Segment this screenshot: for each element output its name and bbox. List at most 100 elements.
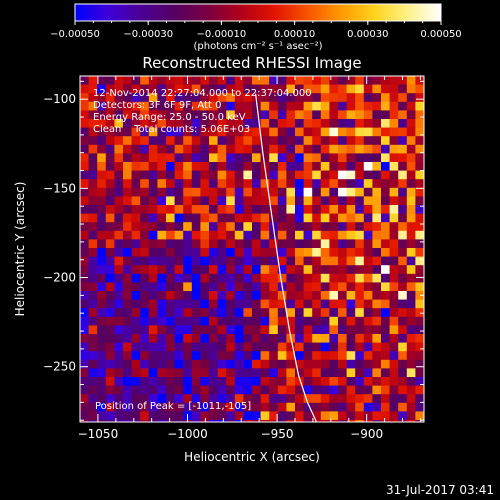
heatmap-cell — [243, 187, 253, 197]
heatmap-cell — [105, 136, 115, 146]
x-tick-label: −1050 — [78, 427, 119, 441]
heatmap-cell — [312, 153, 322, 163]
heatmap-cell — [131, 153, 141, 163]
heatmap-cell — [174, 273, 184, 283]
heatmap-cell — [131, 377, 141, 386]
heatmap-cell — [157, 162, 167, 171]
heatmap-cell — [346, 394, 356, 404]
heatmap-cell — [277, 162, 287, 171]
heatmap-cell — [209, 222, 218, 232]
heatmap-cell — [114, 127, 124, 137]
heatmap-cell — [217, 265, 227, 275]
heatmap-cell — [252, 127, 261, 137]
heatmap-cell — [355, 342, 365, 352]
heatmap-cell — [166, 420, 175, 422]
heatmap-cell — [398, 334, 408, 343]
heatmap-cell — [234, 402, 244, 412]
heatmap-cell — [363, 179, 373, 189]
heatmap-cell — [131, 334, 141, 343]
heatmap-cell — [157, 187, 167, 197]
heatmap-cell — [303, 256, 313, 266]
heatmap-cell — [157, 119, 167, 128]
heatmap-cell — [114, 76, 124, 85]
heatmap-cell — [105, 119, 115, 128]
heatmap-cell — [209, 153, 218, 163]
heatmap-cell — [157, 76, 167, 85]
heatmap-cell — [97, 84, 107, 94]
heatmap-cell — [372, 308, 382, 318]
heatmap-cell — [415, 377, 424, 386]
heatmap-cell — [157, 291, 167, 300]
heatmap-cell — [174, 299, 184, 309]
heatmap-cell — [217, 342, 227, 352]
heatmap-cell — [123, 411, 132, 421]
heatmap-cell — [140, 368, 150, 378]
heatmap-cell — [183, 127, 193, 137]
heatmap-cell — [346, 205, 356, 214]
heatmap-cell — [415, 179, 424, 189]
heatmap-cell — [303, 213, 313, 223]
heatmap-cell — [200, 119, 210, 128]
heatmap-cell — [406, 359, 416, 369]
heatmap-cell — [389, 84, 399, 94]
heatmap-cell — [140, 351, 150, 361]
heatmap-cell — [372, 316, 382, 326]
heatmap-cell — [80, 282, 89, 292]
heatmap-cell — [329, 127, 339, 137]
heatmap-cell — [148, 402, 158, 412]
heatmap-cell — [191, 179, 201, 189]
heatmap-cell — [398, 291, 408, 300]
heatmap-cell — [363, 119, 373, 128]
heatmap-cell — [252, 316, 261, 326]
heatmap-cell — [157, 273, 167, 283]
heatmap-cell — [398, 213, 408, 223]
heatmap-cell — [131, 239, 141, 249]
heatmap-cell — [277, 93, 287, 103]
heatmap-cell — [148, 273, 158, 283]
heatmap-cell — [372, 368, 382, 378]
heatmap-cell — [338, 76, 347, 85]
heatmap-cell — [320, 308, 330, 318]
heatmap-cell — [131, 127, 141, 137]
heatmap-cell — [191, 299, 201, 309]
heatmap-cell — [166, 119, 175, 128]
heatmap-cell — [209, 377, 218, 386]
heatmap-cell — [191, 256, 201, 266]
heatmap-cell — [105, 342, 115, 352]
heatmap-cell — [226, 351, 236, 361]
heatmap-cell — [234, 127, 244, 137]
heatmap-cell — [329, 187, 339, 197]
heatmap-cell — [381, 359, 390, 369]
heatmap-cell — [209, 308, 218, 318]
heatmap-cell — [346, 316, 356, 326]
heatmap-cell — [217, 368, 227, 378]
heatmap-cell — [123, 230, 132, 240]
heatmap-cell — [166, 162, 175, 171]
heatmap-cell — [372, 84, 382, 94]
heatmap-cell — [191, 119, 201, 128]
heatmap-cell — [320, 394, 330, 404]
heatmap-cell — [209, 101, 218, 111]
heatmap-cell — [346, 248, 356, 257]
heatmap-cell — [243, 196, 253, 206]
heatmap-cell — [286, 119, 296, 128]
heatmap-cell — [303, 282, 313, 292]
heatmap-cell — [200, 411, 210, 421]
heatmap-cell — [269, 144, 279, 154]
heatmap-cell — [277, 368, 287, 378]
heatmap-cell — [243, 351, 253, 361]
heatmap-cell — [415, 187, 424, 197]
heatmap-cell — [277, 84, 287, 94]
heatmap-cell — [166, 325, 175, 335]
heatmap-cell — [200, 420, 210, 422]
heatmap-cell — [415, 119, 424, 128]
heatmap-cell — [295, 402, 304, 412]
heatmap-cell — [200, 187, 210, 197]
heatmap-cell — [338, 299, 347, 309]
heatmap-cell — [226, 162, 236, 171]
heatmap-cell — [260, 179, 270, 189]
heatmap-cell — [234, 136, 244, 146]
heatmap-cell — [381, 84, 390, 94]
heatmap-cell — [191, 385, 201, 395]
heatmap-cell — [174, 256, 184, 266]
